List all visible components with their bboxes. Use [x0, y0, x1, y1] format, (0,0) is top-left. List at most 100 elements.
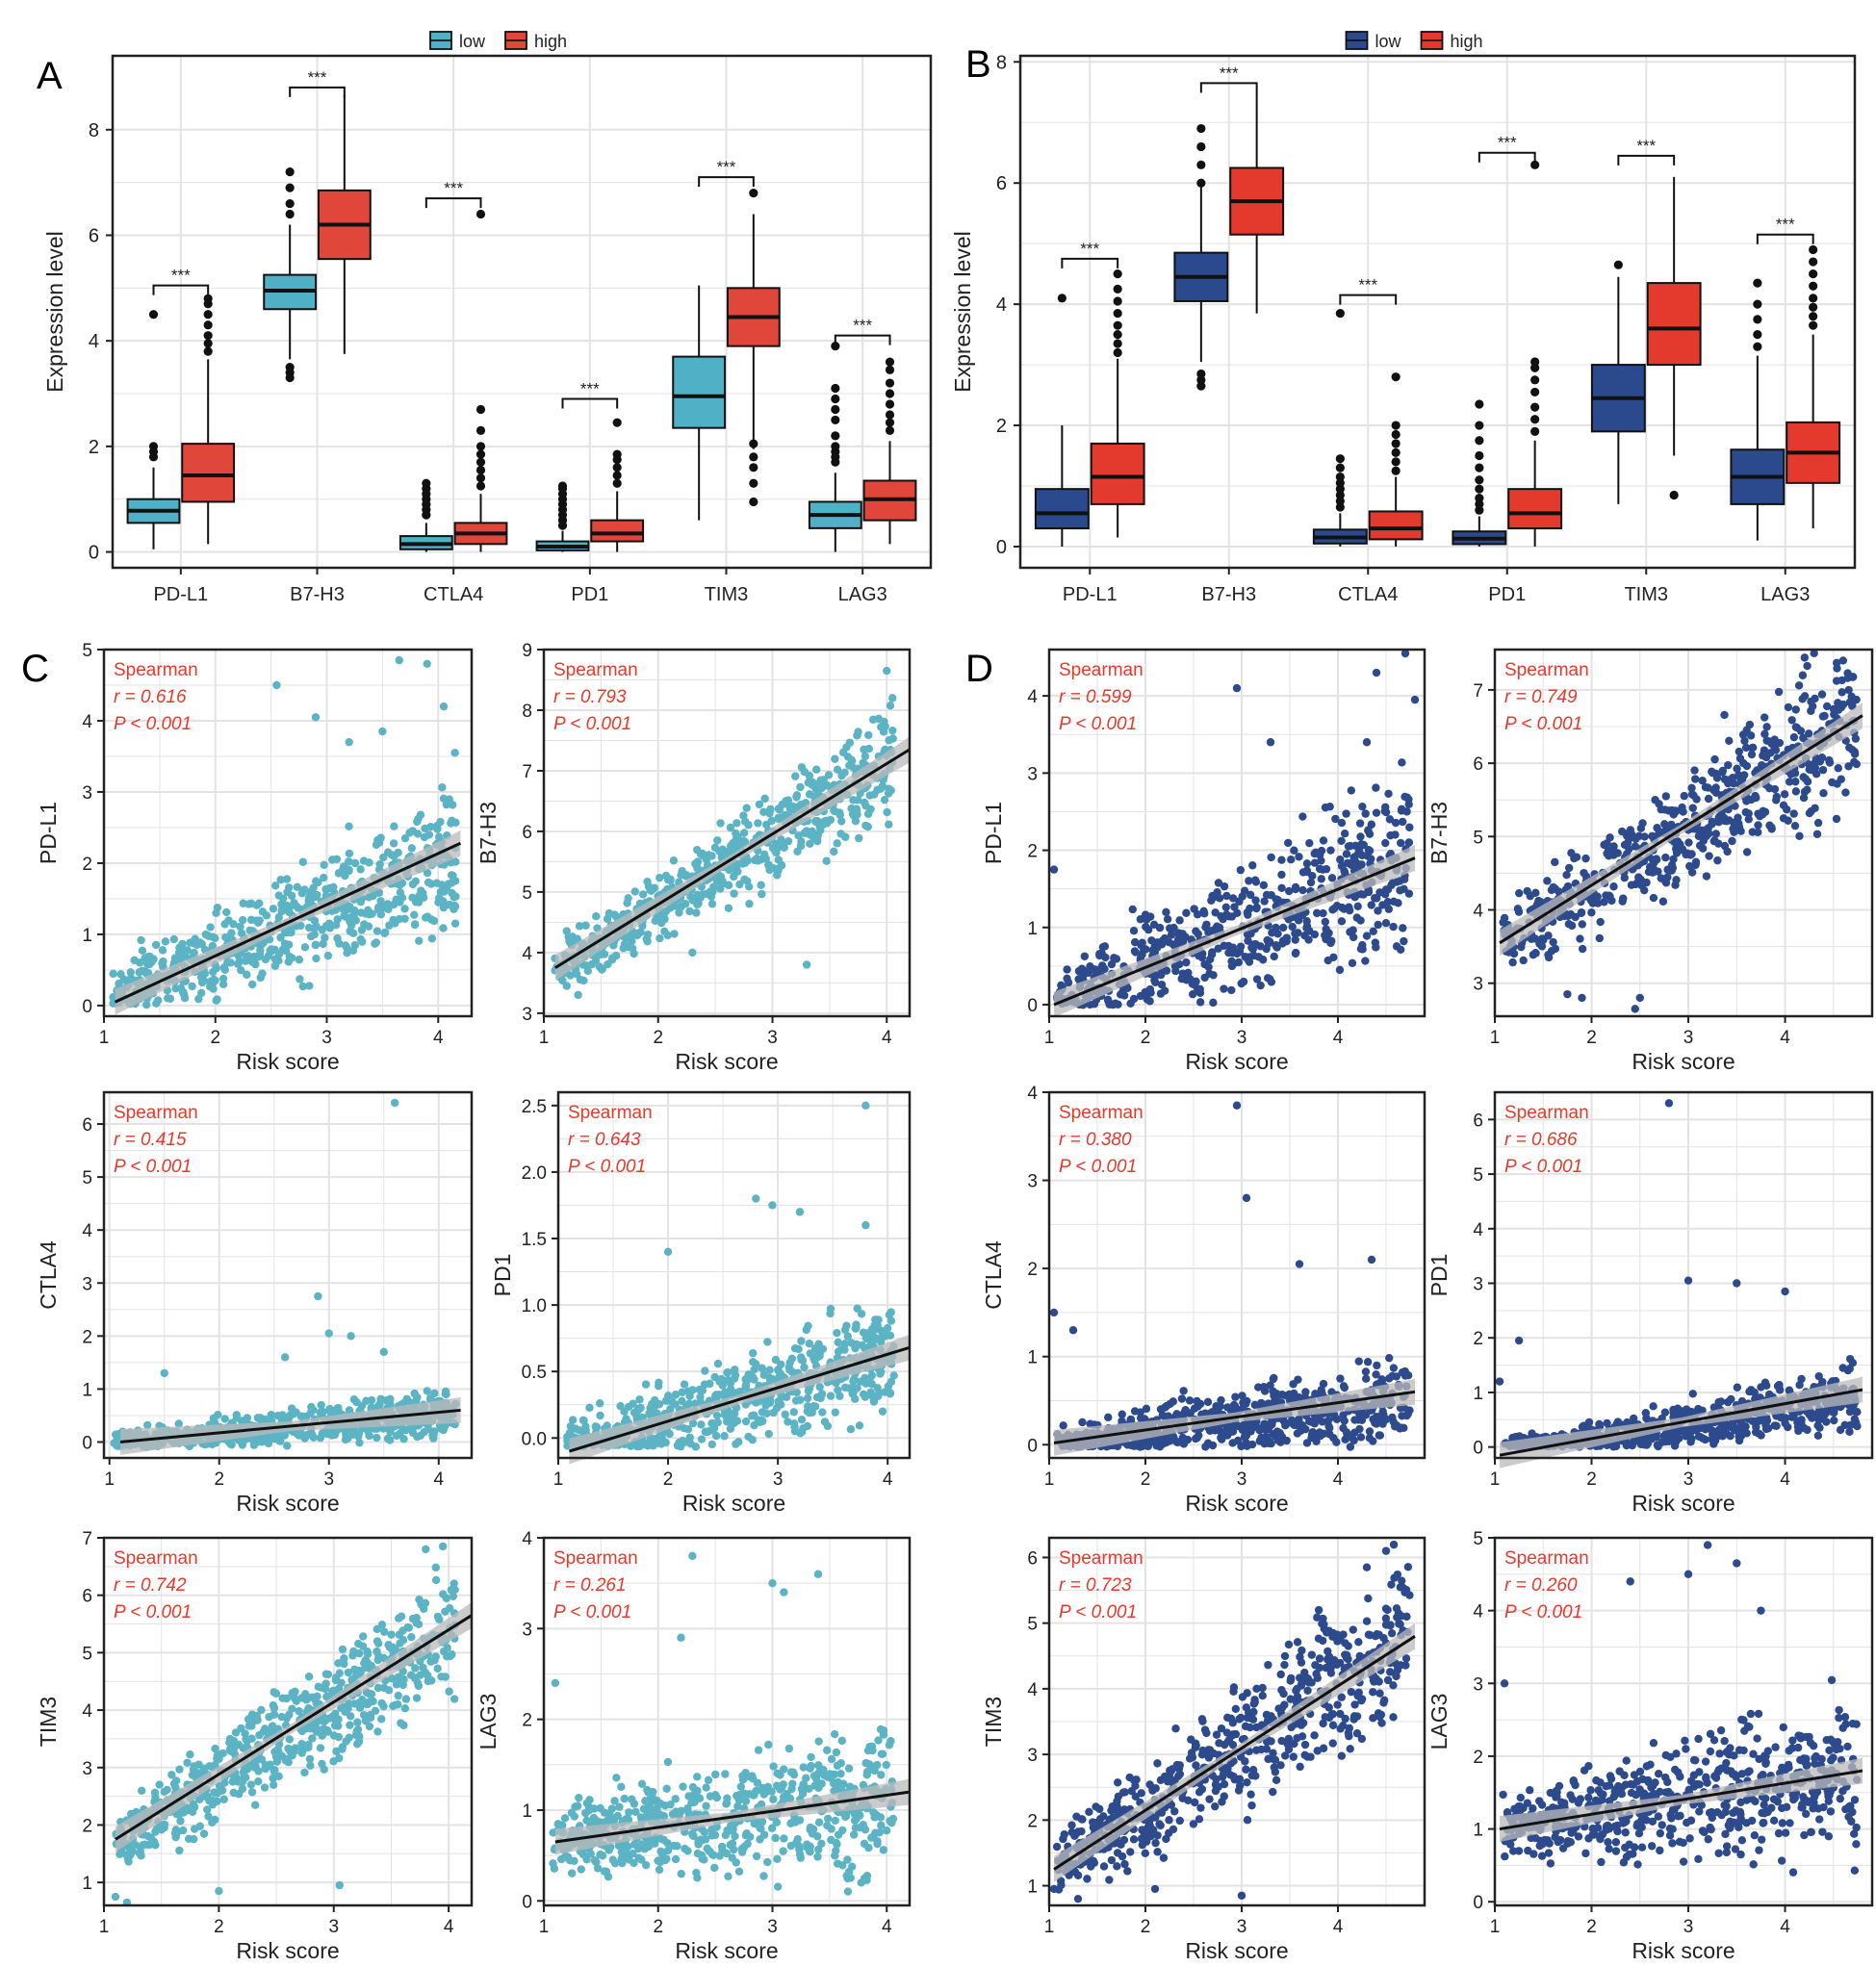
data-point: [628, 944, 637, 953]
grid: [103, 1537, 472, 1905]
data-point: [126, 968, 135, 977]
data-point: [1364, 846, 1374, 855]
data-point: [1209, 998, 1218, 1008]
data-point: [261, 955, 270, 964]
data-point: [786, 1841, 796, 1851]
data-point: [680, 1380, 689, 1389]
data-point: [692, 1773, 702, 1781]
data-point: [1157, 980, 1167, 989]
data-point: [262, 911, 271, 920]
data-point: [701, 1367, 709, 1375]
data-point: [630, 1840, 639, 1849]
data-point: [237, 1417, 246, 1425]
data-point: [251, 1801, 260, 1809]
data-point: [306, 1409, 315, 1418]
data-point: [731, 1366, 739, 1374]
data-point: [861, 1101, 870, 1111]
y-tick-label: 4: [82, 1701, 92, 1722]
data-point: [707, 900, 717, 908]
data-point: [353, 1718, 362, 1726]
box-low-lag3: [808, 342, 862, 552]
data-point: [220, 1415, 229, 1423]
x-tick-label: 2: [214, 1469, 224, 1490]
data-point: [753, 854, 761, 863]
spearman-p: P < 0.001: [553, 1602, 631, 1622]
outlier-point: [475, 449, 486, 459]
data-point: [781, 810, 789, 820]
data-point: [814, 1783, 823, 1793]
data-point: [704, 1775, 713, 1784]
data-point: [385, 1643, 395, 1652]
data-point: [413, 1678, 423, 1687]
x-tick-label: 2: [210, 1028, 220, 1048]
data-point: [421, 824, 429, 833]
data-point: [735, 880, 744, 889]
data-point: [752, 1852, 761, 1861]
data-point: [581, 1422, 590, 1431]
y-axis-label: Expression level: [950, 231, 975, 392]
data-point: [1298, 885, 1307, 895]
data-point: [113, 1436, 121, 1444]
data-point: [241, 1729, 249, 1738]
data-point: [135, 968, 143, 977]
outlier-point: [1113, 284, 1122, 294]
data-point: [766, 805, 775, 815]
data-point: [354, 1428, 364, 1438]
outlier-point: [475, 425, 486, 436]
data-point: [352, 1397, 361, 1407]
outlier-point: [203, 346, 213, 356]
data-point: [814, 1845, 823, 1854]
data-point: [423, 868, 432, 878]
data-point: [158, 958, 167, 968]
data-point: [739, 811, 748, 820]
data-point: [420, 1604, 428, 1613]
data-point: [1155, 923, 1165, 932]
outlier-point: [885, 365, 895, 374]
data-point: [297, 1694, 306, 1702]
data-point: [373, 1624, 381, 1634]
y-tick-label: 2.0: [522, 1163, 547, 1184]
data-point: [678, 1396, 686, 1405]
data-point: [328, 856, 337, 864]
data-point: [151, 940, 161, 950]
data-point: [1263, 974, 1272, 983]
data-point: [365, 1722, 374, 1731]
data-point: [300, 943, 310, 952]
data-point: [186, 1750, 194, 1759]
data-point: [209, 984, 218, 993]
data-point: [1246, 890, 1255, 900]
data-point: [1328, 906, 1337, 914]
data-point: [328, 1687, 337, 1696]
x-tick-label: CTLA4: [424, 584, 483, 605]
outlier-point: [612, 418, 622, 427]
outlier-point: [612, 478, 622, 488]
spearman-method: Spearman: [553, 660, 638, 680]
data-point: [629, 1399, 637, 1408]
data-point: [206, 977, 216, 986]
y-tick-label: 5: [522, 883, 532, 904]
y-tick-label: 0: [89, 543, 99, 564]
y-tick-label: 6: [82, 1587, 92, 1607]
data-point: [283, 928, 293, 937]
data-point: [778, 800, 786, 809]
data-point: [815, 1383, 824, 1392]
data-point: [1116, 990, 1125, 999]
data-point: [707, 1440, 717, 1449]
significance-ctla4: ***: [1339, 276, 1398, 305]
box-high-ctla4: [1368, 372, 1424, 547]
data-point: [247, 980, 257, 989]
data-point: [437, 1424, 447, 1434]
outlier-point: [1391, 457, 1401, 467]
x-tick-label: 1: [104, 1469, 115, 1490]
outlier-point: [885, 399, 895, 409]
data-point: [692, 1868, 701, 1878]
data-point: [817, 1390, 827, 1398]
x-tick-label: LAG3: [838, 584, 887, 605]
significance-tim3: ***: [1617, 137, 1676, 166]
data-point: [288, 1704, 296, 1713]
data-point: [567, 1869, 577, 1878]
data-point: [223, 958, 232, 967]
